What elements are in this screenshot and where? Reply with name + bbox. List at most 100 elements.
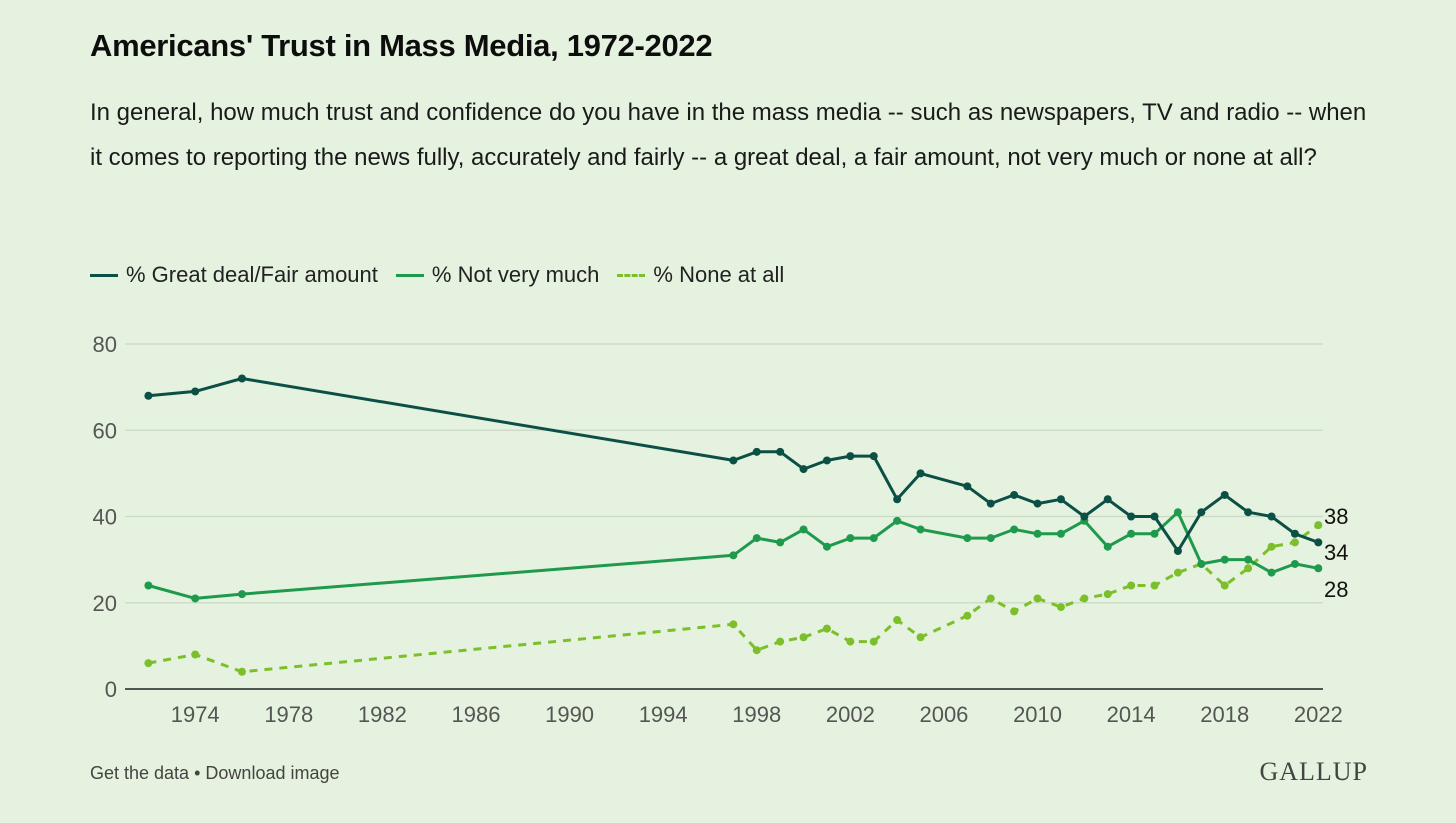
grid-lines: [125, 343, 1323, 690]
legend-label-notmuch: % Not very much: [431, 262, 600, 287]
data-point-great[interactable]: [1127, 512, 1136, 521]
data-point-great[interactable]: [846, 452, 855, 461]
data-point-none[interactable]: [1244, 564, 1253, 573]
data-point-none[interactable]: [1314, 521, 1323, 530]
data-point-none[interactable]: [822, 624, 831, 633]
data-point-notmuch[interactable]: [752, 534, 761, 543]
data-point-none[interactable]: [776, 637, 785, 646]
data-point-notmuch[interactable]: [1056, 529, 1065, 538]
data-point-none[interactable]: [893, 616, 902, 624]
data-point-great[interactable]: [1103, 495, 1112, 504]
data-point-none[interactable]: [1267, 542, 1276, 551]
data-point-notmuch[interactable]: [1267, 568, 1276, 577]
data-point-none[interactable]: [1220, 581, 1229, 590]
data-point-notmuch[interactable]: [1197, 559, 1206, 568]
data-point-great[interactable]: [1197, 508, 1206, 517]
x-tick-label: 2022: [1294, 702, 1343, 727]
data-point-great[interactable]: [1150, 512, 1159, 521]
data-point-none[interactable]: [799, 633, 808, 642]
data-point-notmuch[interactable]: [1290, 559, 1299, 568]
data-point-notmuch[interactable]: [1220, 555, 1229, 564]
data-point-none[interactable]: [963, 611, 972, 620]
data-point-none[interactable]: [191, 650, 200, 659]
data-point-great[interactable]: [1244, 508, 1253, 517]
data-point-great[interactable]: [822, 456, 831, 465]
x-tick-label: 1974: [171, 702, 220, 727]
data-point-great[interactable]: [752, 447, 761, 456]
data-point-notmuch[interactable]: [1103, 542, 1112, 551]
data-point-notmuch[interactable]: [1010, 525, 1019, 534]
data-point-great[interactable]: [144, 391, 153, 400]
legend-swatch-great: [90, 273, 118, 277]
data-point-none[interactable]: [1173, 568, 1182, 577]
get-data-link[interactable]: Get the data: [90, 763, 190, 783]
data-point-notmuch[interactable]: [893, 516, 902, 525]
x-tick-label: 1986: [452, 702, 501, 727]
data-point-notmuch[interactable]: [869, 534, 878, 543]
data-point-great[interactable]: [1290, 529, 1299, 538]
data-point-notmuch[interactable]: [1173, 508, 1182, 517]
data-point-none[interactable]: [916, 633, 925, 642]
chart-legend: % Great deal/Fair amount % Not very much…: [90, 262, 802, 288]
data-point-great[interactable]: [799, 465, 808, 474]
x-tick-label: 2014: [1107, 702, 1156, 727]
data-point-notmuch[interactable]: [237, 590, 246, 599]
data-point-great[interactable]: [1056, 495, 1065, 504]
data-point-great[interactable]: [1220, 490, 1229, 499]
data-point-none[interactable]: [1080, 594, 1089, 603]
data-point-great[interactable]: [1080, 512, 1089, 521]
data-point-notmuch[interactable]: [799, 525, 808, 534]
data-point-great[interactable]: [893, 495, 902, 504]
data-point-great[interactable]: [1033, 499, 1042, 508]
data-point-great[interactable]: [916, 469, 925, 478]
data-point-none[interactable]: [1150, 581, 1159, 590]
data-point-great[interactable]: [869, 452, 878, 461]
data-point-great[interactable]: [1267, 512, 1276, 521]
data-point-none[interactable]: [1010, 607, 1019, 616]
legend-label-none: % None at all: [653, 262, 785, 287]
data-point-notmuch[interactable]: [846, 534, 855, 543]
data-point-great[interactable]: [729, 456, 738, 465]
legend-item-notmuch[interactable]: % Not very much: [395, 262, 600, 288]
data-point-notmuch[interactable]: [1127, 529, 1136, 538]
data-point-great[interactable]: [1314, 538, 1323, 547]
data-point-great[interactable]: [776, 447, 785, 456]
data-point-none[interactable]: [1056, 603, 1065, 612]
data-point-notmuch[interactable]: [1244, 555, 1253, 564]
data-point-notmuch[interactable]: [963, 534, 972, 543]
data-point-great[interactable]: [986, 499, 995, 508]
data-point-none[interactable]: [1033, 594, 1042, 603]
data-point-great[interactable]: [237, 374, 246, 383]
data-point-none[interactable]: [846, 637, 855, 646]
data-point-notmuch[interactable]: [822, 542, 831, 551]
data-point-notmuch[interactable]: [1314, 564, 1323, 573]
legend-item-none[interactable]: % None at all: [617, 262, 784, 288]
data-point-notmuch[interactable]: [144, 581, 153, 590]
data-point-notmuch[interactable]: [191, 594, 200, 603]
data-point-notmuch[interactable]: [1033, 529, 1042, 538]
data-point-notmuch[interactable]: [776, 538, 785, 547]
data-point-none[interactable]: [986, 594, 995, 603]
data-point-great[interactable]: [963, 482, 972, 491]
data-point-none[interactable]: [1103, 590, 1112, 599]
data-point-none[interactable]: [1290, 538, 1299, 547]
data-point-none[interactable]: [144, 659, 153, 668]
legend-item-great[interactable]: % Great deal/Fair amount: [90, 262, 378, 288]
data-point-great[interactable]: [1010, 490, 1019, 499]
data-point-great[interactable]: [191, 387, 200, 396]
data-point-none[interactable]: [1127, 581, 1136, 590]
x-tick-label: 1994: [639, 702, 688, 727]
data-point-none[interactable]: [752, 646, 761, 655]
y-axis-ticks: 0 20 40 60 80: [93, 332, 117, 702]
data-point-none[interactable]: [237, 667, 246, 676]
data-point-notmuch[interactable]: [986, 534, 995, 543]
legend-label-great: % Great deal/Fair amount: [126, 262, 378, 287]
data-point-none[interactable]: [869, 637, 878, 646]
data-point-great[interactable]: [1173, 547, 1182, 555]
data-point-notmuch[interactable]: [1150, 529, 1159, 538]
data-point-notmuch[interactable]: [916, 525, 925, 534]
download-image-link[interactable]: Download image: [205, 763, 340, 783]
data-point-notmuch[interactable]: [729, 551, 738, 560]
series-great: [144, 374, 1323, 555]
data-point-none[interactable]: [729, 620, 738, 629]
